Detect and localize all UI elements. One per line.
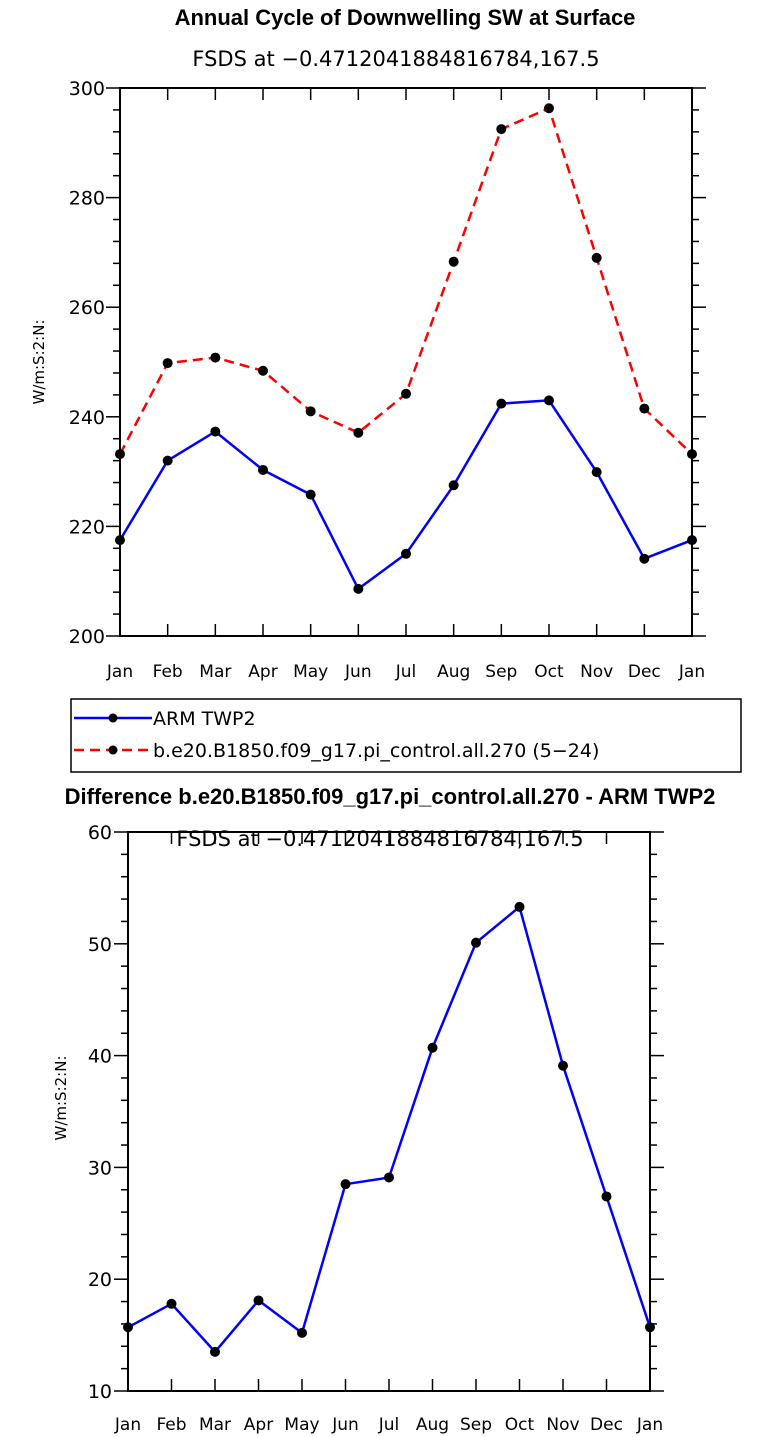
chart1-xtick-label: May	[293, 662, 328, 682]
chart1-xtick-label: Sep	[485, 662, 517, 682]
chart2-xtick-label: May	[284, 1415, 319, 1435]
chart2-xtick-label: Feb	[156, 1415, 186, 1435]
chart2-series-0-point	[471, 937, 481, 948]
chart1-series-1-point	[115, 449, 125, 460]
chart2-series-0-point	[210, 1346, 220, 1357]
legend-box	[70, 698, 742, 773]
chart1-series-line-1	[118, 107, 693, 456]
chart2-series-0-point	[427, 1042, 438, 1053]
chart2-xtick-label: Oct	[505, 1415, 535, 1435]
chart1-ytick-label: 240	[69, 407, 105, 429]
chart2-ytick-label: 40	[88, 1046, 112, 1068]
chart1-series-0-point	[162, 455, 173, 466]
chart1-series-1-point	[305, 406, 316, 417]
chart2-series-0-point	[558, 1060, 568, 1071]
chart2-subtitle: FSDS at −0.4712041884816784,167.5	[176, 827, 583, 851]
legend-label-model: b.e20.B1850.f09_g17.pi_control.all.270 (…	[153, 740, 599, 762]
chart2-xtick-label: Jan	[114, 1415, 141, 1435]
chart2-xtick-label: Mar	[199, 1415, 231, 1435]
chart1-xtick-label: Jun	[344, 662, 372, 682]
chart1-series-1-point	[687, 449, 697, 460]
chart2-ytick-label: 60	[88, 822, 112, 844]
chart1-subtitle: FSDS at −0.4712041884816784,167.5	[192, 47, 599, 71]
chart2-series-line-0	[127, 905, 652, 1354]
chart2-xtick-label: Dec	[590, 1415, 623, 1435]
chart2-xtick-label: Nov	[546, 1415, 579, 1435]
chart2-series-0-point	[514, 901, 525, 912]
chart2-series-0-point	[601, 1191, 612, 1202]
chart2-xtick-label: Apr	[244, 1415, 273, 1435]
chart2-ylabel: W/m:S:2:N:	[52, 1056, 70, 1141]
chart2-series-0-point	[166, 1298, 177, 1309]
chart1-series-1-point	[258, 365, 268, 376]
chart1-series-1-point	[162, 358, 173, 369]
legend-label-arm: ARM TWP2	[153, 708, 256, 730]
chart1-xtick-label: Apr	[248, 662, 277, 682]
chart2-plot-area: Jan Feb Mar Apr May Jun Jul Aug Sep Oct Nov Dec Jan1…	[88, 822, 664, 1435]
chart2-xtick-label: Aug	[416, 1415, 449, 1435]
chart2-ytick-label: 50	[88, 934, 112, 956]
chart1-ytick-label: 280	[69, 188, 105, 210]
chart1-series-0-point	[210, 426, 221, 437]
chart2-title: Difference b.e20.B1850.f09_g17.pi_contro…	[65, 784, 716, 809]
chart1-series-1-point	[401, 388, 411, 399]
chart1-series-0-point	[639, 553, 650, 564]
chart2-series-0-point	[340, 1179, 351, 1190]
legend-marker-arm	[108, 713, 118, 723]
chart2-ytick-label: 10	[88, 1381, 112, 1403]
chart2-xtick-label: Jul	[378, 1415, 400, 1435]
chart1-series-0-point	[305, 489, 316, 500]
chart2-ytick-label: 30	[88, 1157, 112, 1179]
chart2-series-0-point	[123, 1322, 133, 1333]
chart1-series-0-point	[115, 535, 125, 546]
chart1-series-1-point	[496, 124, 507, 135]
chart1-series-1-point	[639, 403, 650, 414]
chart2-series-0-point	[297, 1327, 307, 1338]
chart2-series-0-point	[253, 1295, 264, 1306]
chart1-series-0-point	[353, 583, 364, 594]
chart1-legend: ARM TWP2 b.e20.B1850.f09_g17.pi_control.…	[70, 698, 742, 773]
chart2-series-0-point	[645, 1322, 655, 1333]
chart1-plot-area: Jan Feb Mar Apr May Jun Jul Aug Sep Oct Nov Dec Jan2…	[69, 78, 706, 682]
chart1-series-1-point	[591, 252, 602, 263]
chart2-xtick-label: Sep	[460, 1415, 492, 1435]
chart1-xtick-label: Nov	[580, 662, 613, 682]
chart1-xtick-label: Mar	[199, 662, 231, 682]
chart2-frame	[127, 831, 651, 1392]
chart1-series-1-point	[353, 427, 364, 438]
chart1-title: Annual Cycle of Downwelling SW at Surfac…	[175, 5, 636, 30]
chart1-series-1-point	[448, 256, 459, 267]
chart1-series-0-point	[258, 464, 268, 475]
chart1-series-0-point	[591, 467, 602, 478]
chart1-series-1-point	[210, 352, 221, 363]
chart1-series-0-point	[687, 535, 697, 546]
chart1-xtick-label: Dec	[628, 662, 661, 682]
chart2-ytick-label: 20	[88, 1269, 112, 1291]
chart2-series-0-point	[384, 1172, 394, 1183]
chart1-xtick-label: Aug	[437, 662, 470, 682]
chart1-ytick-label: 260	[69, 297, 105, 319]
chart1-ytick-label: 200	[69, 626, 105, 648]
chart1-xtick-label: Feb	[153, 662, 183, 682]
chart2-xtick-label: Jun	[331, 1415, 359, 1435]
legend-marker-model	[108, 745, 118, 755]
chart1-series-0-point	[496, 398, 507, 409]
chart1-series-0-point	[401, 548, 411, 559]
chart1-xtick-label: Jan	[106, 662, 133, 682]
chart1-ylabel: W/m:S:2:N:	[30, 320, 48, 405]
chart1-series-0-point	[544, 395, 554, 406]
chart1-xtick-label: Jan	[678, 662, 705, 682]
chart1-xtick-label: Jul	[395, 662, 417, 682]
chart1-series-line-0	[118, 399, 693, 591]
chart1-xtick-label: Oct	[534, 662, 564, 682]
chart1-series-1-point	[544, 103, 554, 114]
chart1-ytick-label: 220	[69, 516, 105, 538]
chart1-series-0-point	[448, 480, 459, 491]
chart2-xtick-label: Jan	[636, 1415, 663, 1435]
chart1-ytick-label: 300	[69, 78, 105, 100]
